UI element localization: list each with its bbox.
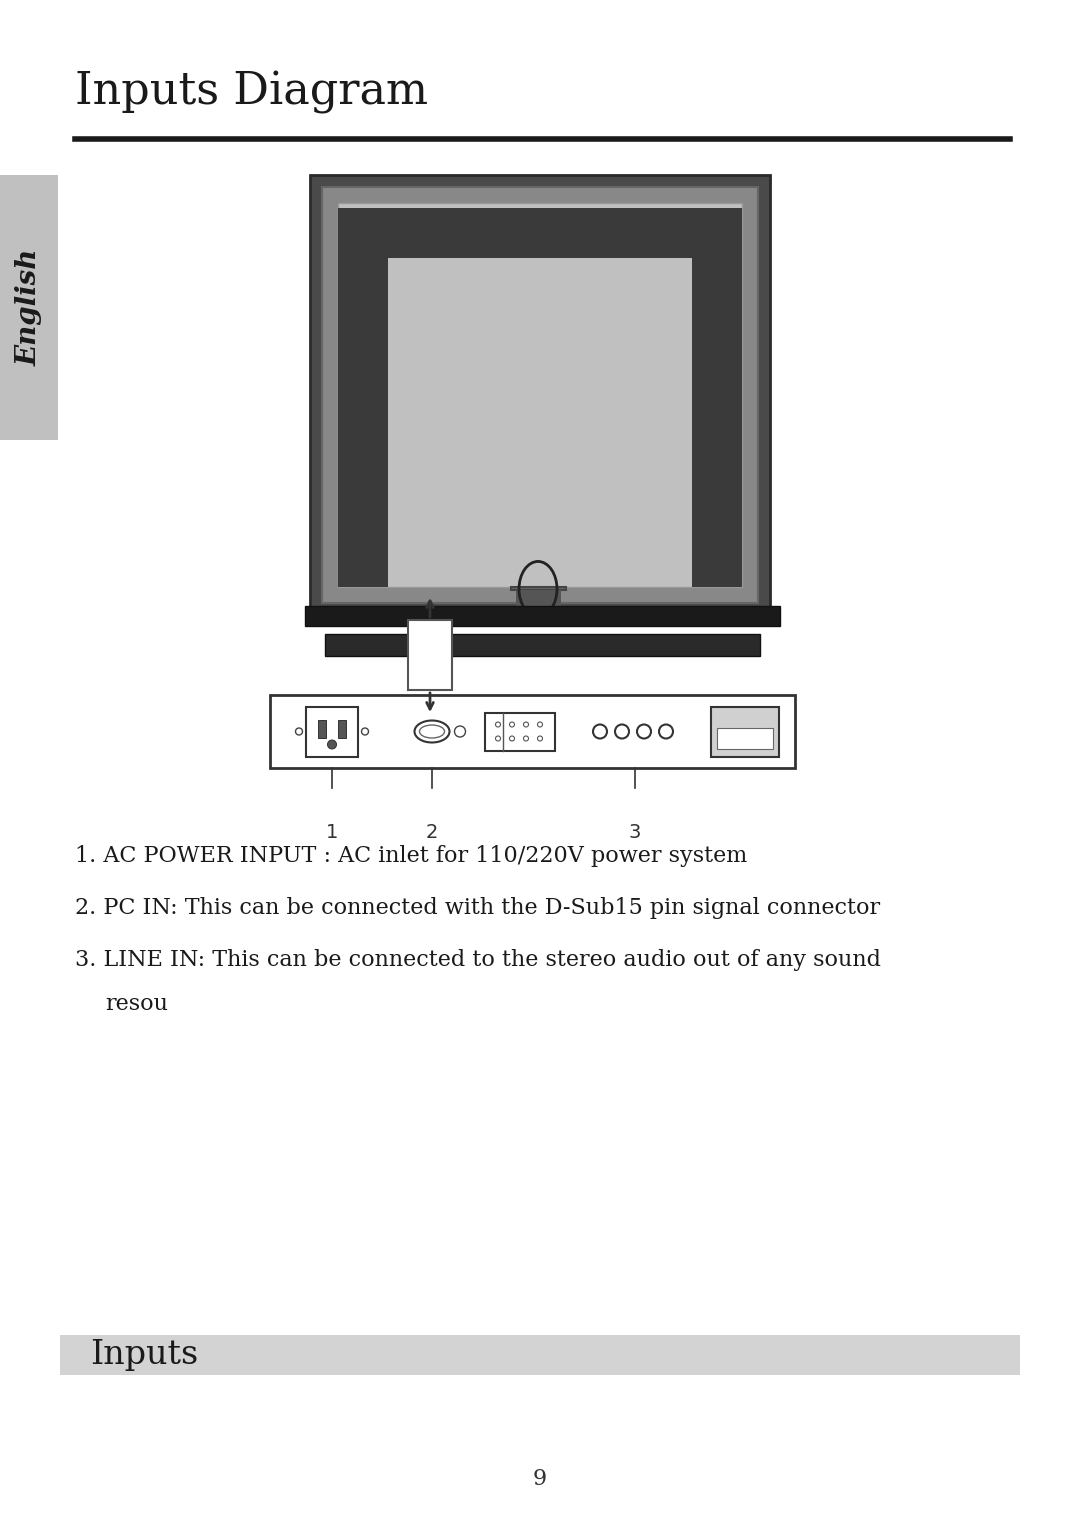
Ellipse shape	[524, 722, 528, 726]
Bar	[325, 635, 760, 656]
Bar	[338, 720, 346, 737]
Ellipse shape	[327, 740, 337, 749]
Bar	[338, 258, 388, 587]
Ellipse shape	[637, 725, 651, 739]
Ellipse shape	[496, 735, 500, 742]
Text: 2. PC IN: This can be connected with the D-Sub15 pin signal connector: 2. PC IN: This can be connected with the…	[75, 898, 880, 919]
Ellipse shape	[615, 725, 629, 739]
Ellipse shape	[510, 722, 514, 726]
Ellipse shape	[524, 735, 528, 742]
Ellipse shape	[419, 725, 445, 739]
Bar	[306, 706, 357, 757]
Bar	[485, 713, 555, 751]
Bar	[270, 696, 795, 768]
Bar	[305, 605, 780, 625]
Ellipse shape	[538, 735, 542, 742]
Ellipse shape	[659, 725, 673, 739]
Text: resou: resou	[105, 992, 168, 1015]
Bar	[0, 174, 58, 440]
Ellipse shape	[296, 728, 302, 735]
Bar	[717, 728, 773, 749]
Text: Inputs: Inputs	[90, 1339, 199, 1372]
Bar	[322, 187, 758, 602]
Text: English: English	[15, 249, 42, 365]
Bar	[408, 619, 453, 690]
Bar	[60, 1335, 1020, 1375]
Text: Inputs Diagram: Inputs Diagram	[75, 70, 428, 115]
Text: 2: 2	[426, 823, 438, 842]
Bar	[711, 706, 779, 757]
Bar	[692, 258, 742, 587]
Ellipse shape	[455, 726, 465, 737]
Text: 9: 9	[532, 1468, 548, 1489]
Bar	[338, 208, 742, 258]
Bar	[516, 590, 561, 627]
Text: 1: 1	[326, 823, 338, 842]
Text: 3. LINE IN: This can be connected to the stereo audio out of any sound: 3. LINE IN: This can be connected to the…	[75, 950, 881, 971]
Bar	[310, 174, 770, 615]
Ellipse shape	[362, 728, 368, 735]
Ellipse shape	[415, 720, 449, 743]
Text: 1. AC POWER INPUT : AC inlet for 110/220V power system: 1. AC POWER INPUT : AC inlet for 110/220…	[75, 846, 747, 867]
Ellipse shape	[538, 722, 542, 726]
Bar	[318, 720, 326, 737]
Ellipse shape	[593, 725, 607, 739]
Ellipse shape	[510, 735, 514, 742]
Text: 3: 3	[629, 823, 642, 842]
Ellipse shape	[496, 722, 500, 726]
Bar	[511, 587, 566, 590]
Bar	[338, 203, 742, 587]
